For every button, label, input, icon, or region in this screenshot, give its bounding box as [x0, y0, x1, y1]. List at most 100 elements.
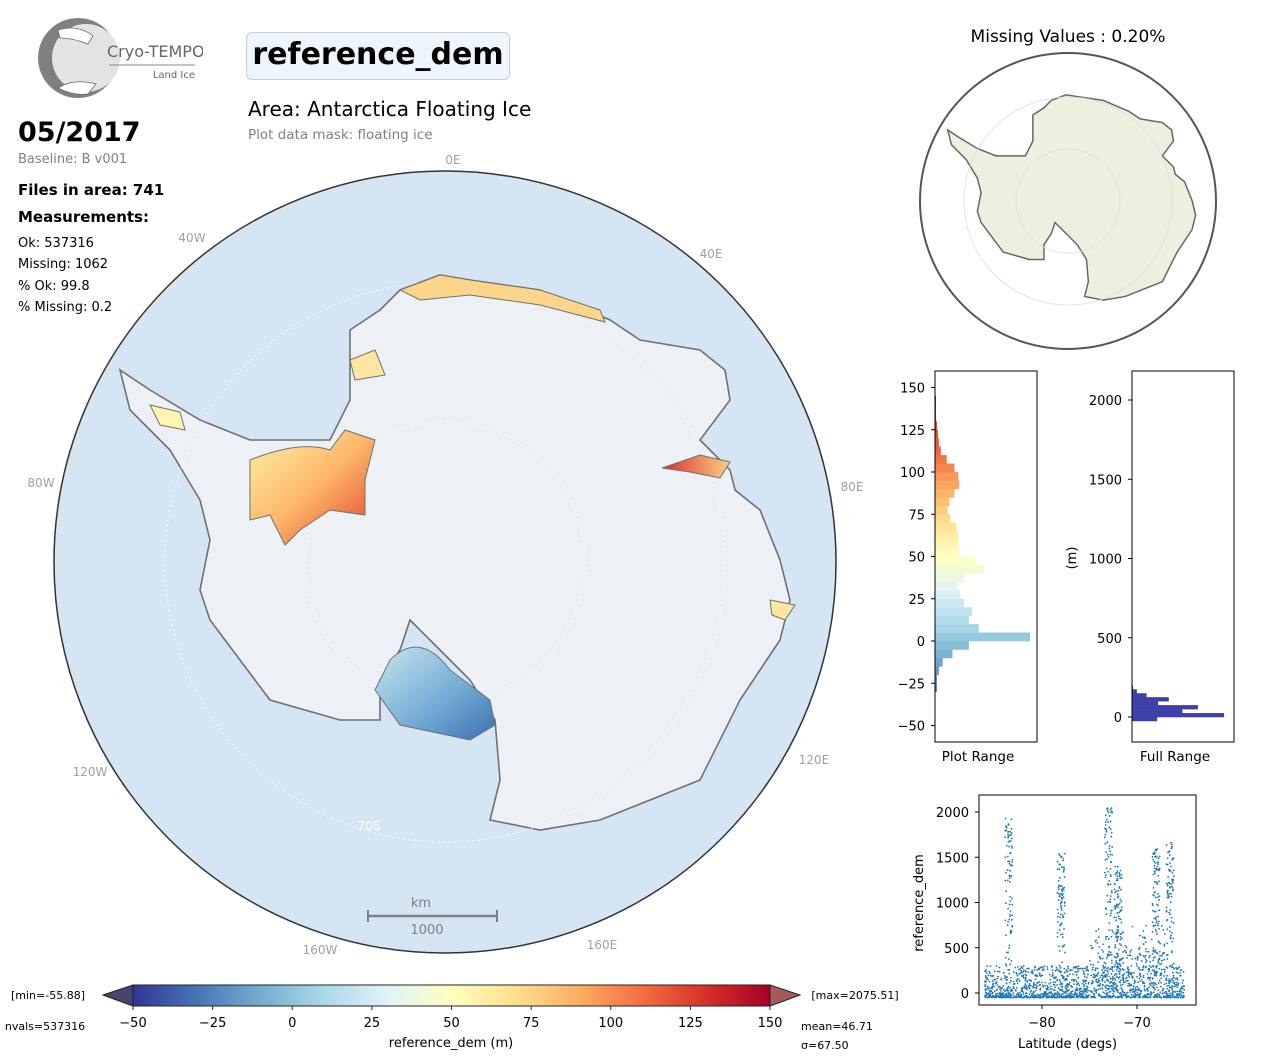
scatter-point: [1156, 848, 1159, 851]
colorbar-tick-label: 100: [598, 1016, 623, 1031]
scatter-point: [1148, 970, 1151, 973]
scatter-point: [1115, 890, 1118, 893]
scatter-point: [1132, 994, 1135, 997]
scatter-point: [1050, 965, 1053, 968]
scatter-point: [1158, 994, 1161, 997]
scatter-point: [1169, 936, 1172, 939]
scatter-point: [986, 987, 989, 990]
colorbar-nvals: nvals=537316: [5, 1020, 85, 1033]
scatter-point: [1150, 966, 1152, 969]
scatter-point: [1060, 989, 1063, 992]
scatter-point: [1144, 961, 1147, 964]
scatter-point: [1119, 968, 1122, 971]
scatter-point: [1004, 963, 1007, 966]
scatter-point: [1117, 906, 1120, 909]
scatter-point: [1095, 978, 1098, 981]
scatter-point: [1115, 916, 1118, 919]
scatter-point: [1085, 966, 1088, 969]
scatter-point: [1170, 882, 1172, 885]
scatter-point: [1052, 989, 1055, 991]
scatter-point: [1174, 977, 1177, 980]
scatter-point: [1183, 985, 1186, 988]
scatter-point: [1128, 985, 1131, 987]
scatter-point: [1171, 886, 1174, 889]
scatter-point: [1106, 979, 1108, 981]
scatter-point: [1058, 852, 1060, 855]
scatter-point: [1154, 862, 1157, 864]
scatter-point: [1076, 989, 1079, 992]
scatter-point: [1105, 957, 1108, 960]
scatter-point: [997, 975, 1000, 978]
scatter-point: [1012, 983, 1015, 986]
hist-full-range-ylabel: (m): [1065, 547, 1080, 570]
scatter-point: [1061, 945, 1064, 948]
scatter-point: [1172, 922, 1175, 924]
scatter-point: [1141, 936, 1144, 939]
scatter-point: [1113, 984, 1115, 987]
scatter-point: [1073, 978, 1076, 981]
scatter-point: [1098, 955, 1101, 958]
scatter-point: [1021, 967, 1023, 969]
scatter-point: [1027, 996, 1030, 998]
scatter-point: [1166, 884, 1169, 887]
scatter-point: [1104, 842, 1107, 845]
scatter-point: [1111, 975, 1114, 978]
scatter-point: [1160, 962, 1163, 965]
scatter-point: [1160, 968, 1163, 971]
scatter-point: [1104, 907, 1107, 909]
scatter-point: [1002, 984, 1005, 987]
scatter-point: [1144, 996, 1147, 999]
scatter-point: [1142, 943, 1145, 945]
scale-value: 1000: [410, 923, 443, 938]
lon-label-0e: 0E: [445, 153, 460, 167]
scatter-point: [1111, 965, 1114, 968]
colorbar-tick-label: 150: [758, 1016, 783, 1031]
scatter-point: [1011, 914, 1014, 917]
scatter-point: [984, 983, 986, 986]
scatter-point: [1150, 991, 1152, 994]
scatter-point: [1053, 984, 1056, 986]
scatter-point: [1155, 970, 1158, 973]
date-label: 05/2017: [18, 117, 141, 148]
scatter-point: [1048, 973, 1051, 976]
scatter-point: [1170, 895, 1173, 898]
scatter-point: [1166, 857, 1169, 860]
scatter-point: [1052, 995, 1055, 998]
scatter-point: [1154, 867, 1156, 870]
scatter-point: [1036, 993, 1039, 996]
hist-full-range-frame: [1131, 370, 1235, 743]
scatter-point: [1096, 967, 1099, 970]
scatter-point: [1110, 987, 1113, 990]
scatter-point: [1121, 983, 1124, 986]
scatter-point: [1163, 943, 1166, 946]
scatter-point: [1145, 959, 1148, 962]
area-title: Area: Antarctica Floating Ice: [248, 97, 532, 121]
scatter-point: [1061, 996, 1064, 999]
scatter-point: [1064, 991, 1067, 994]
scatter-point: [1118, 902, 1121, 905]
scatter-point: [1092, 973, 1095, 976]
hist-full-range-bar: [1132, 693, 1147, 698]
scatter-point: [1180, 969, 1183, 971]
scatter-point: [1113, 905, 1116, 908]
scatter-point: [1018, 980, 1021, 982]
scatter-point: [1104, 859, 1107, 861]
scatter-point: [1008, 903, 1011, 906]
scatter-point: [1151, 953, 1154, 955]
scatter-point: [1109, 914, 1112, 917]
scatter-point: [1153, 971, 1156, 974]
scatter-point: [1097, 980, 1100, 983]
scatter-point: [1154, 918, 1157, 920]
scatter-point: [1008, 875, 1011, 877]
scatter-point: [1154, 855, 1157, 858]
scatter-point: [1104, 935, 1107, 938]
scatter-point: [1004, 856, 1007, 859]
scatter-point: [991, 996, 994, 999]
scatter-point: [1034, 966, 1036, 969]
scatter-point: [1151, 969, 1154, 972]
scatter-point: [1125, 971, 1128, 974]
scatter-point: [1118, 873, 1121, 876]
scatter-point: [1103, 974, 1106, 977]
scatter-point: [1090, 947, 1093, 950]
scatter-point: [1117, 954, 1119, 957]
